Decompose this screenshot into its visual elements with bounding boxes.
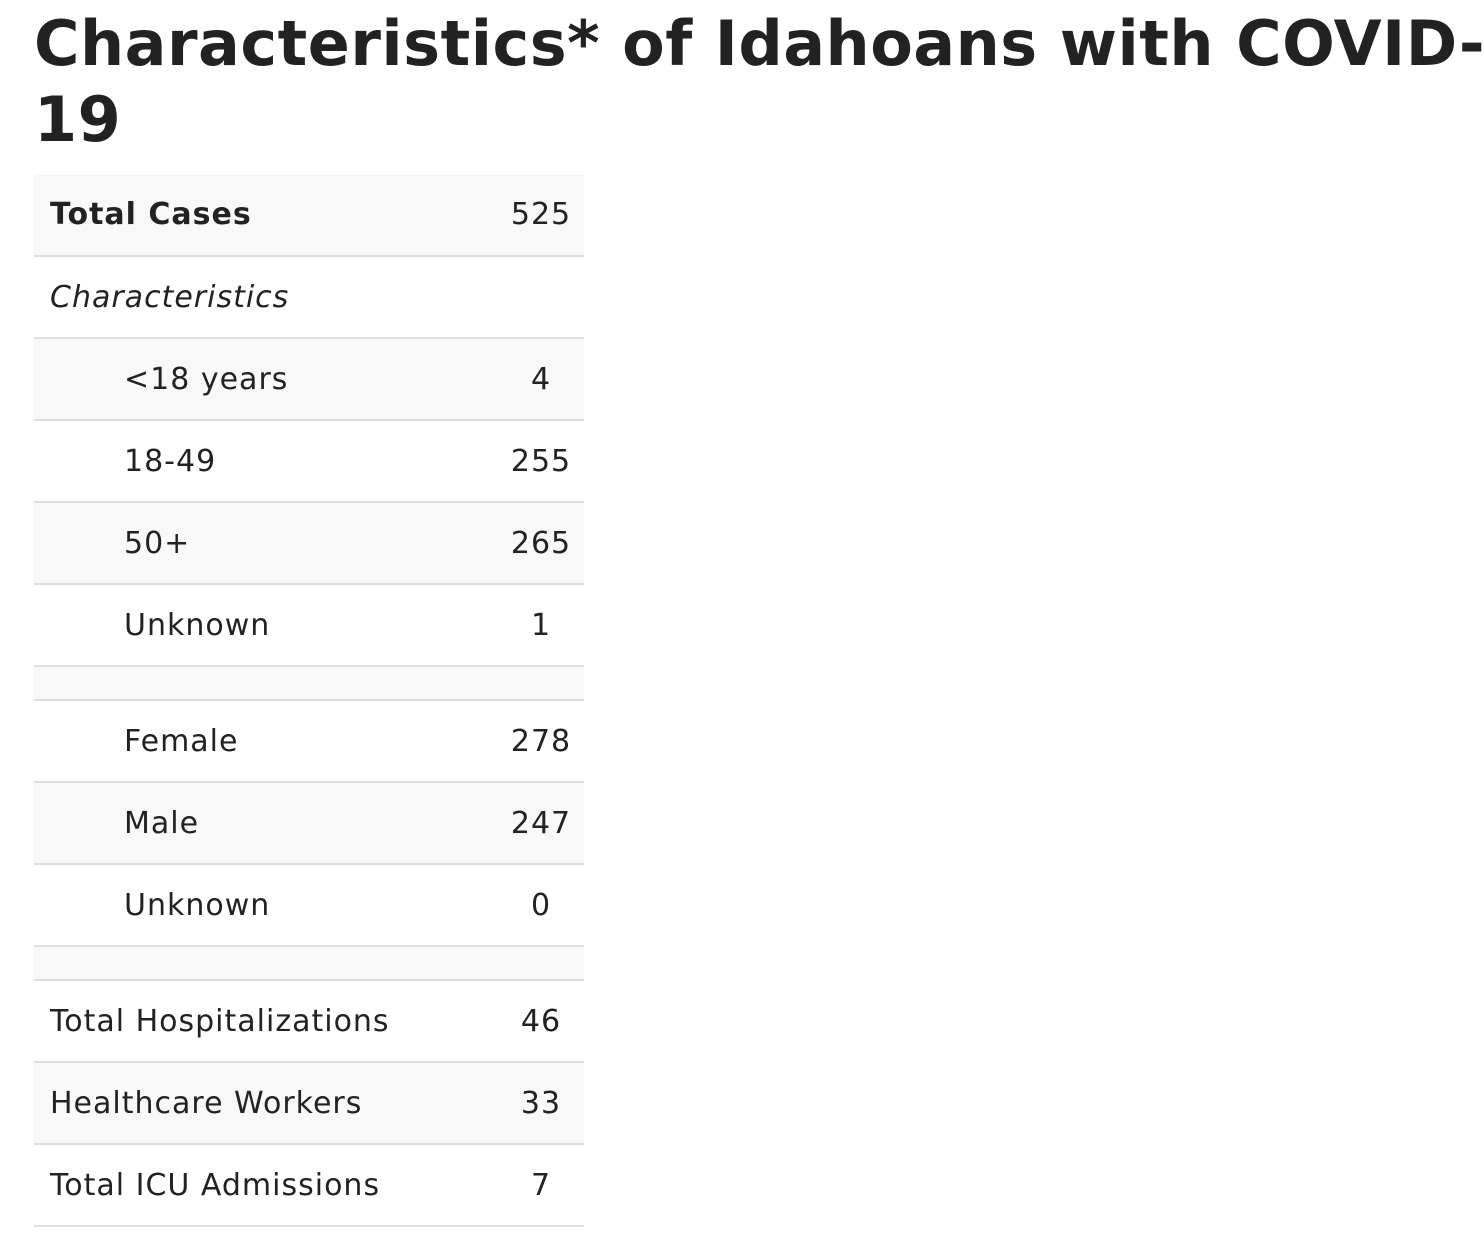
- table-row-age-18-49: 18-49 255: [34, 420, 584, 503]
- table-row-total-icu-admissions: Total ICU Admissions 7: [34, 1144, 584, 1227]
- page-title: Characteristics* of Idahoans with COVID-…: [34, 6, 1484, 158]
- totals-label: Total ICU Admissions: [34, 1144, 494, 1227]
- sex-value: 247: [494, 782, 584, 865]
- totals-value: 33: [494, 1062, 584, 1145]
- spacer-cell: [494, 946, 584, 981]
- sex-label: Female: [34, 700, 494, 783]
- age-group-label: 18-49: [34, 420, 494, 503]
- spacer-cell: [494, 666, 584, 701]
- totals-label: Total Hospitalizations: [34, 980, 494, 1063]
- table-row-healthcare-workers: Healthcare Workers 33: [34, 1062, 584, 1145]
- table-row-sex-female: Female 278: [34, 700, 584, 783]
- table-row-spacer: [34, 946, 584, 981]
- table-row-sex-male: Male 247: [34, 782, 584, 865]
- table-row-sex-unknown: Unknown 0: [34, 864, 584, 947]
- table-row-total-hospitalizations: Total Hospitalizations 46: [34, 980, 584, 1063]
- sex-value: 0: [494, 864, 584, 947]
- table-row-age-50-plus: 50+ 265: [34, 502, 584, 585]
- age-group-value: 265: [494, 502, 584, 585]
- page-title-line-2: 19: [34, 83, 122, 156]
- age-group-label: <18 years: [34, 338, 494, 421]
- age-group-label: 50+: [34, 502, 494, 585]
- age-group-label: Unknown: [34, 584, 494, 667]
- total-cases-value: 525: [494, 174, 584, 257]
- table-row-total-cases: Total Cases 525: [34, 174, 584, 257]
- totals-label: Healthcare Workers: [34, 1062, 494, 1145]
- totals-value: 7: [494, 1144, 584, 1227]
- characteristics-section-label: Characteristics: [34, 256, 494, 339]
- spacer-cell: [34, 946, 494, 981]
- age-group-value: 4: [494, 338, 584, 421]
- sex-label: Male: [34, 782, 494, 865]
- section-empty-cell: [494, 256, 584, 339]
- table-row-spacer: [34, 666, 584, 701]
- age-group-value: 1: [494, 584, 584, 667]
- totals-value: 46: [494, 980, 584, 1063]
- spacer-cell: [34, 666, 494, 701]
- page-title-line-1: Characteristics* of Idahoans with COVID-: [34, 7, 1484, 80]
- total-cases-label: Total Cases: [34, 174, 494, 257]
- age-group-value: 255: [494, 420, 584, 503]
- characteristics-table: Total Cases 525 Characteristics <18 year…: [34, 174, 584, 1227]
- table-row-age-under-18: <18 years 4: [34, 338, 584, 421]
- sex-label: Unknown: [34, 864, 494, 947]
- table-row-age-unknown: Unknown 1: [34, 584, 584, 667]
- sex-value: 278: [494, 700, 584, 783]
- table-row-section-header: Characteristics: [34, 256, 584, 339]
